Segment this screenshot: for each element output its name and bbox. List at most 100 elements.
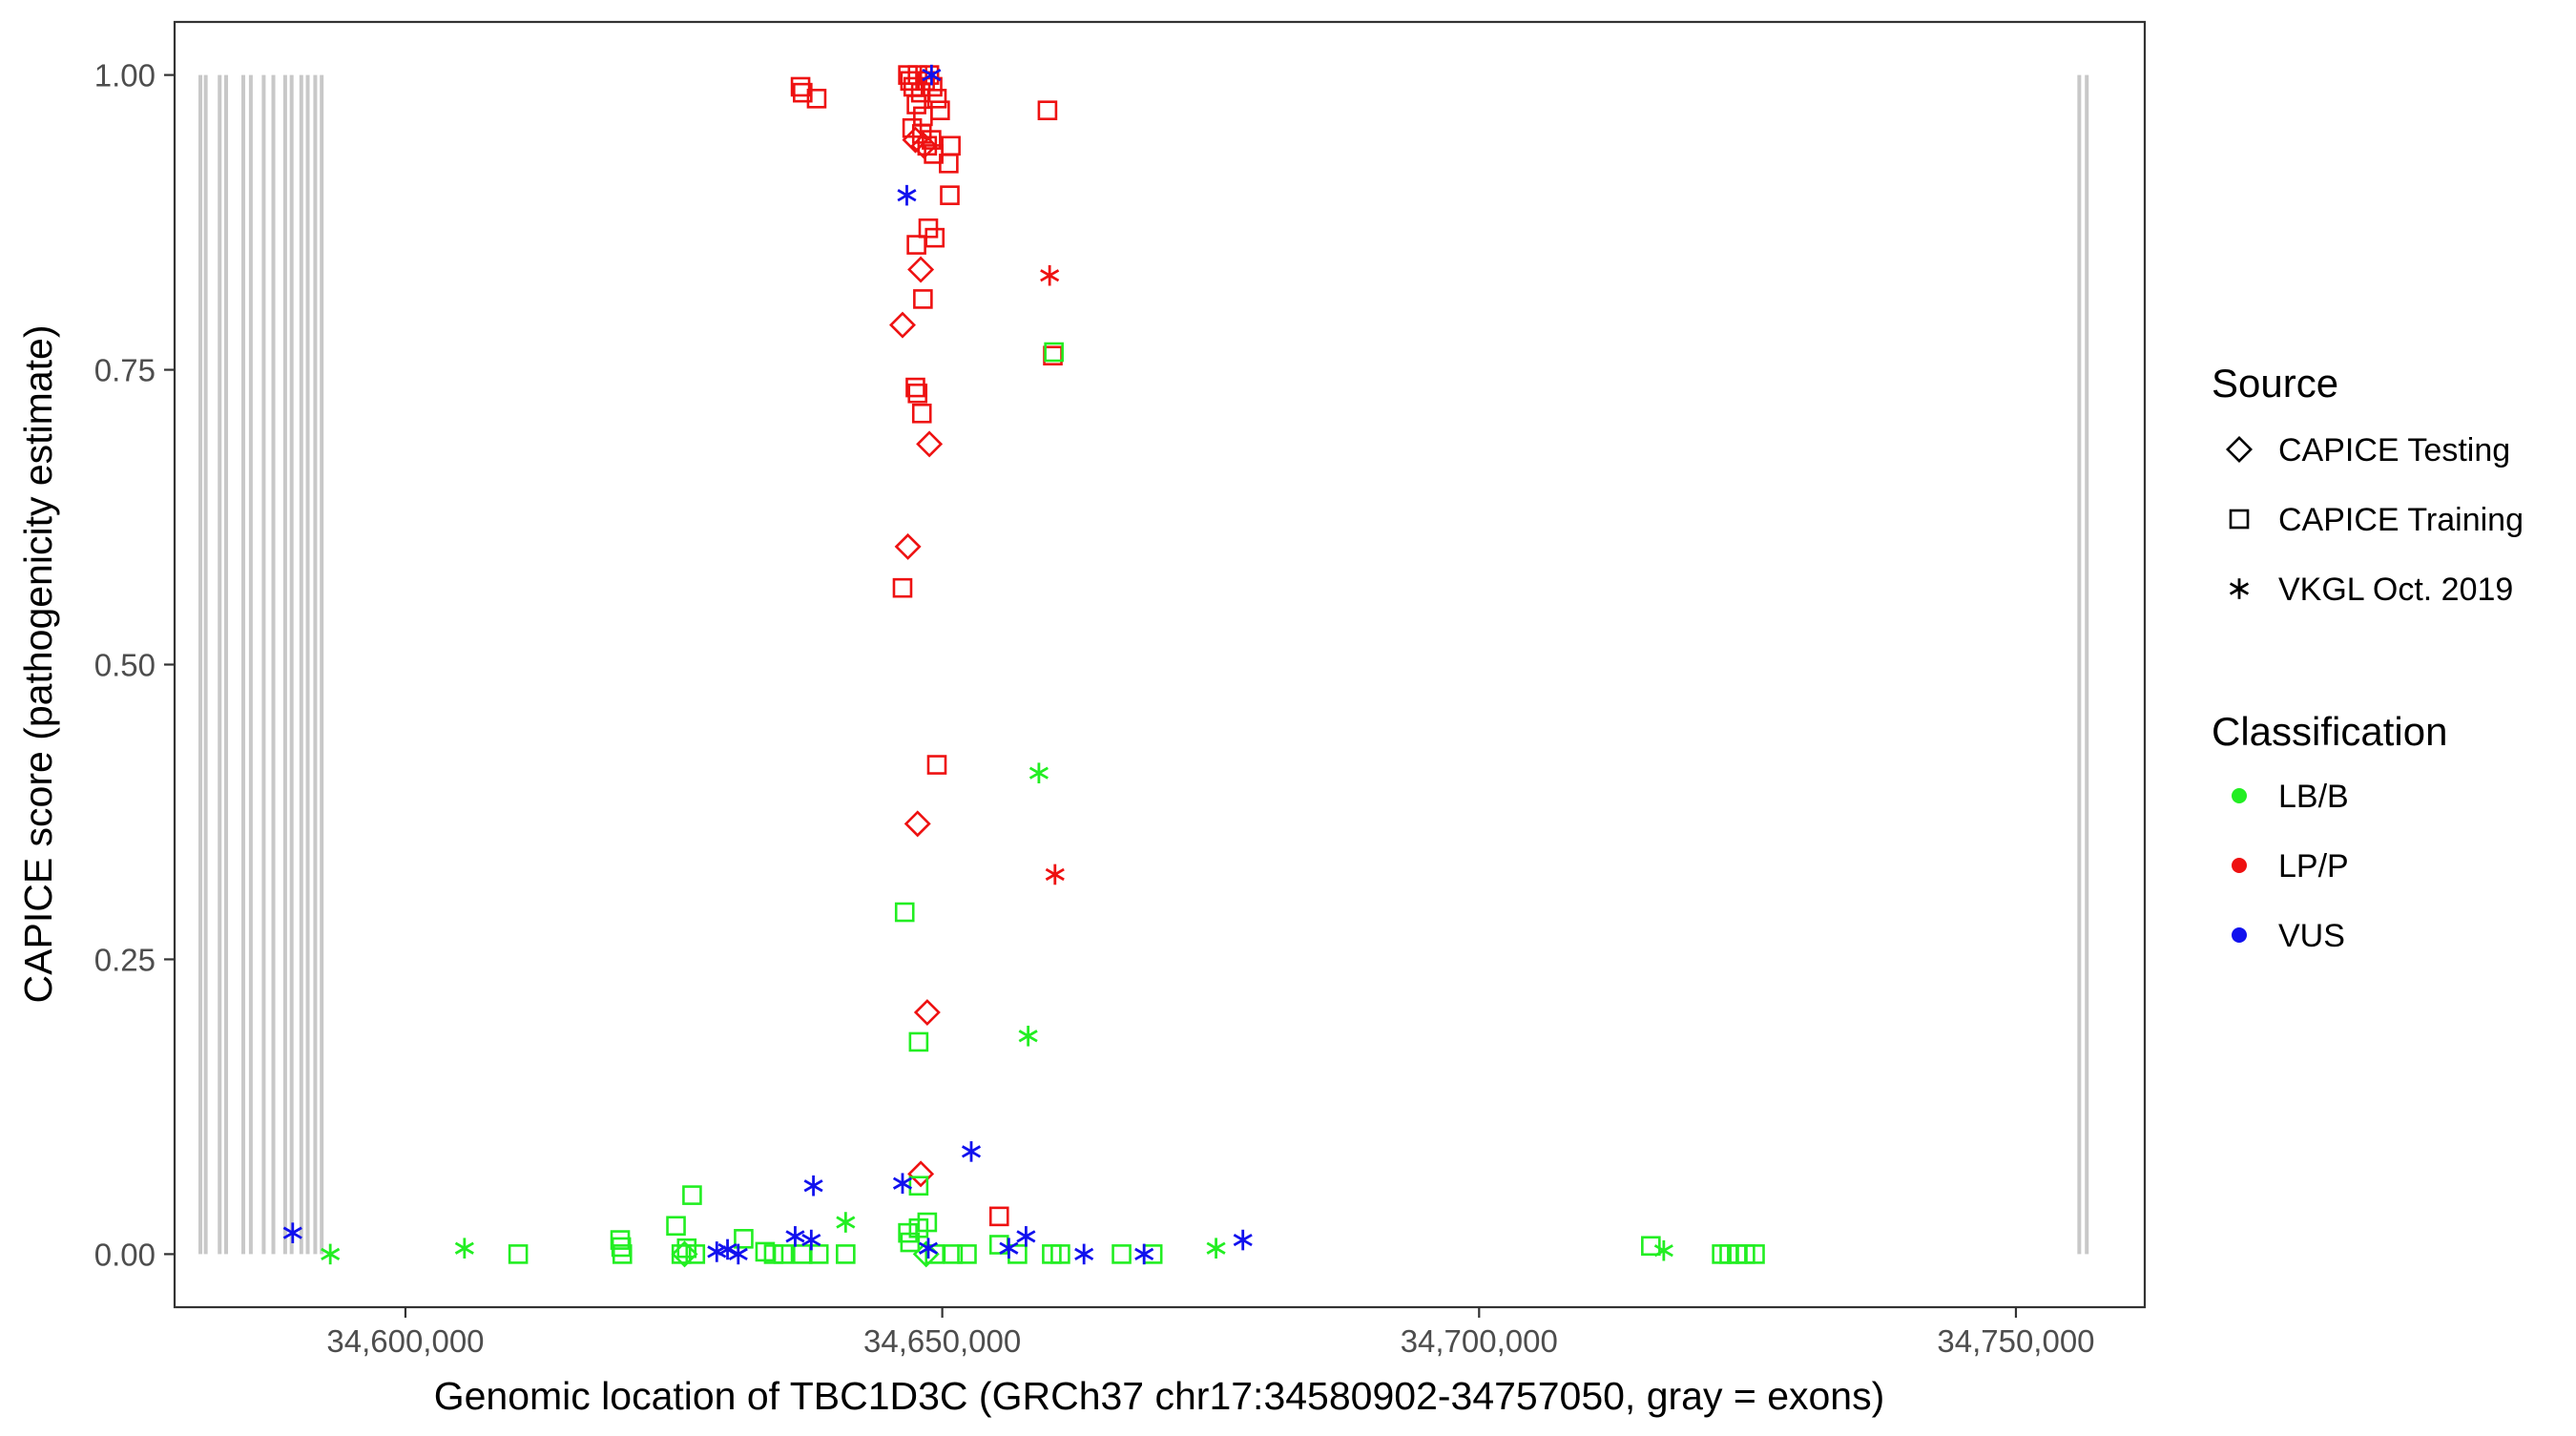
data-point-lbb-10 xyxy=(612,1244,633,1264)
y-tick-label-1: 0.25 xyxy=(94,942,156,977)
y-tick-label-2: 0.50 xyxy=(94,648,156,683)
data-point-lbb-23 xyxy=(894,902,915,923)
data-point-lbb-36 xyxy=(1050,1244,1070,1264)
legend-class-label-2: VUS xyxy=(2278,918,2345,954)
data-point-lpp-43 xyxy=(907,1160,935,1188)
data-point-lbb-14 xyxy=(682,1185,702,1205)
data-point-lbb-45 xyxy=(1745,1244,1765,1264)
data-point-lpp-0 xyxy=(790,76,811,97)
data-point-lpp-38 xyxy=(888,311,916,339)
y-tick-label-3: 0.75 xyxy=(94,353,156,388)
data-point-vus-11 xyxy=(961,1141,982,1162)
legend-class-key-1 xyxy=(2232,858,2247,873)
data-point-vus-8 xyxy=(897,184,917,206)
data-point-lpp-22 xyxy=(940,185,960,205)
plot-panel-background xyxy=(175,22,2145,1307)
legend: Source Classification CAPICE TestingCAPI… xyxy=(2212,361,2524,954)
data-point-lpp-28 xyxy=(907,383,928,404)
data-point-lpp-13 xyxy=(906,94,926,114)
exon-layer xyxy=(198,74,2089,1255)
data-point-lpp-9 xyxy=(919,65,940,85)
legend-source-key-2 xyxy=(2229,578,2250,599)
data-point-lpp-41 xyxy=(904,810,931,838)
data-point-lpp-39 xyxy=(916,430,944,458)
data-point-vus-14 xyxy=(1074,1243,1094,1265)
data-point-lbb-19 xyxy=(773,1244,794,1264)
legend-source-key-1 xyxy=(2229,509,2250,530)
data-point-lbb-4 xyxy=(1028,762,1049,783)
data-point-vus-9 xyxy=(922,64,942,86)
data-point-lbb-3 xyxy=(1018,1025,1038,1047)
data-point-vus-5 xyxy=(801,1229,821,1251)
data-point-vus-6 xyxy=(803,1175,823,1197)
data-point-lbb-39 xyxy=(1044,342,1064,363)
legend-source-entries: CAPICE Testing CAPICE Training VKGL Oct. 2… xyxy=(2226,432,2524,608)
data-point-vus-16 xyxy=(1233,1229,1253,1251)
x-tick-label-1: 34,650,000 xyxy=(863,1323,1021,1359)
data-point-lbb-16 xyxy=(734,1229,754,1249)
x-tick-label-3: 34,750,000 xyxy=(1937,1323,2094,1359)
data-point-vus-3 xyxy=(728,1243,748,1265)
y-tick-label-4: 1.00 xyxy=(94,58,156,94)
data-point-lpp-36 xyxy=(910,132,938,159)
x-tick-label-2: 34,700,000 xyxy=(1401,1323,1558,1359)
data-point-lpp-21 xyxy=(939,153,959,174)
data-point-lbb-37 xyxy=(1111,1244,1132,1264)
legend-class-key-2 xyxy=(2232,927,2247,943)
data-point-vus-0 xyxy=(282,1222,302,1243)
data-point-lbb-2 xyxy=(836,1212,856,1233)
data-point-lpp-32 xyxy=(988,1206,1009,1227)
data-point-lbb-40 xyxy=(1641,1236,1661,1257)
series-lpp xyxy=(790,65,1065,1227)
data-point-lbb-11 xyxy=(666,1216,686,1237)
y-axis: 0.00 0.25 0.50 0.75 1.00 xyxy=(94,58,175,1272)
data-point-lbb-25 xyxy=(908,1176,929,1197)
legend-class-key-0 xyxy=(2232,788,2247,803)
data-point-vus-12 xyxy=(999,1238,1019,1259)
legend-source-title: Source xyxy=(2212,361,2338,406)
legend-classification-title: Classification xyxy=(2212,709,2447,754)
legend-source-label-1: CAPICE Training xyxy=(2278,502,2524,538)
data-point-lpp-27 xyxy=(905,377,925,398)
data-point-lpp-31 xyxy=(926,755,947,775)
data-point-lpp-42 xyxy=(913,999,941,1027)
data-point-lbb-32 xyxy=(957,1244,977,1264)
data-point-lpp-1 xyxy=(793,82,813,103)
data-point-vus-1 xyxy=(707,1241,727,1262)
data-point-vus-10 xyxy=(918,1238,939,1259)
data-point-lpp-45 xyxy=(1045,864,1065,885)
data-point-lbb-24 xyxy=(908,1031,929,1052)
legend-source-label-2: VKGL Oct. 2019 xyxy=(2278,572,2513,608)
y-tick-label-0: 0.00 xyxy=(94,1237,156,1272)
x-axis-title: Genomic location of TBC1D3C (GRCh37 chr1… xyxy=(434,1374,1885,1418)
data-point-lpp-30 xyxy=(892,577,913,598)
legend-class-label-1: LP/P xyxy=(2278,848,2349,884)
data-point-lpp-25 xyxy=(906,235,926,255)
point-layer xyxy=(282,64,1765,1268)
data-point-vus-7 xyxy=(892,1173,913,1195)
legend-class-label-0: LB/B xyxy=(2278,779,2349,815)
x-axis: 34,600,000 34,650,000 34,700,000 34,750,000 xyxy=(326,1307,2095,1359)
data-point-lbb-1 xyxy=(454,1238,474,1259)
legend-source-key-0 xyxy=(2226,436,2253,463)
data-point-lpp-40 xyxy=(894,532,922,560)
series-vus xyxy=(282,64,1253,1265)
data-point-lpp-29 xyxy=(911,403,932,424)
data-point-lbb-7 xyxy=(508,1244,529,1264)
data-point-lpp-44 xyxy=(1040,264,1060,286)
data-point-lbb-15 xyxy=(685,1244,706,1264)
data-point-vus-13 xyxy=(1016,1226,1036,1247)
data-point-lbb-46 xyxy=(671,1240,698,1268)
data-point-lpp-33 xyxy=(1037,100,1058,120)
data-point-lpp-26 xyxy=(913,289,933,309)
data-point-lbb-31 xyxy=(943,1244,964,1264)
series-lbb xyxy=(321,342,1765,1268)
data-point-lbb-29 xyxy=(900,1232,921,1253)
data-point-lbb-28 xyxy=(917,1212,938,1233)
data-point-vus-4 xyxy=(785,1226,805,1247)
legend-classification-entries: LB/B LP/P VUS xyxy=(2232,779,2349,954)
data-point-lpp-2 xyxy=(806,89,827,109)
y-axis-title: CAPICE score (pathogenicity estimate) xyxy=(16,325,60,1004)
